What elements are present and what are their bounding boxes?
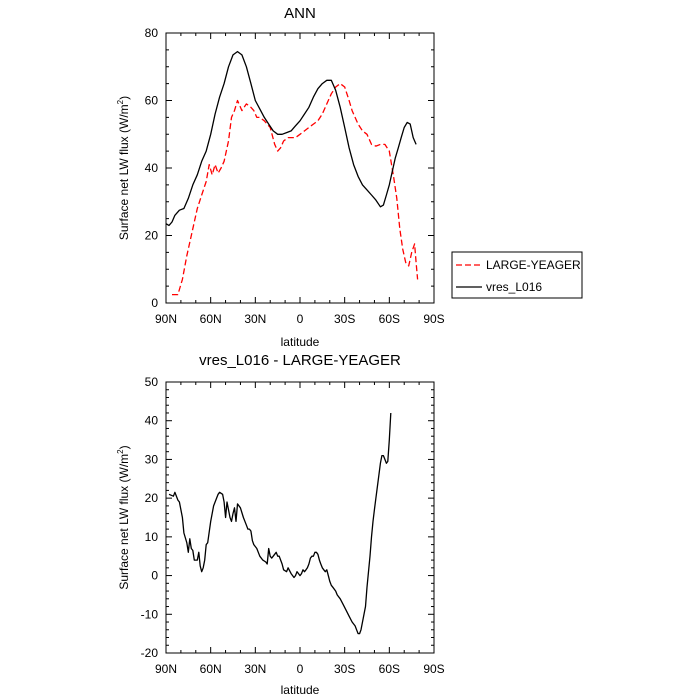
y-tick-label: 30 — [145, 452, 159, 466]
x-tick-label: 0 — [297, 662, 304, 676]
series-line-large-yeager — [172, 82, 419, 296]
y-tick-label: -10 — [141, 607, 159, 621]
y-tick-label: -20 — [141, 646, 159, 660]
x-tick-label: 90N — [155, 312, 177, 326]
legend-label: vres_L016 — [486, 280, 542, 294]
chart-title: ANN — [284, 5, 316, 22]
legend-box — [451, 251, 583, 299]
y-tick-label: 40 — [145, 161, 159, 175]
y-tick-label: 10 — [145, 530, 159, 544]
series-line-vres_l016 — [166, 50, 417, 227]
x-tick-label: 60N — [200, 312, 222, 326]
x-tick-label: 30N — [244, 662, 266, 676]
y-axis-label-main: Surface net LW flux (W/m — [117, 104, 131, 240]
y-axis-label-superscript: 2 — [116, 449, 125, 454]
x-tick-label: 90S — [423, 312, 444, 326]
y-axis-label-close: ) — [117, 445, 131, 449]
x-axis-label: latitude — [281, 683, 320, 697]
x-tick-label: 90N — [155, 662, 177, 676]
y-axis-label-superscript: 2 — [116, 99, 125, 104]
x-tick-label: 60N — [200, 662, 222, 676]
x-tick-label: 30N — [244, 312, 266, 326]
y-tick-label: 20 — [145, 491, 159, 505]
y-tick-label: 40 — [145, 414, 159, 428]
y-tick-label: 50 — [145, 375, 159, 389]
y-axis-label-main: Surface net LW flux (W/m — [117, 454, 131, 590]
x-tick-label: 90S — [423, 662, 444, 676]
bottom-panel-difference: 90N 60N 30N 0 30S 60S 90S -20 -10 0 10 20 30 40 50 vres… — [116, 352, 445, 697]
y-tick-label: 0 — [151, 569, 158, 583]
legend-label: LARGE-YEAGER — [486, 258, 581, 272]
x-axis-label: latitude — [281, 335, 320, 349]
plot-frame — [165, 32, 435, 304]
y-tick-label: 80 — [145, 26, 159, 40]
x-tick-label: 60S — [379, 662, 400, 676]
top-panel-ann: 90N 60N 30N 0 30S 60S 90S 0 20 40 60 80 ANN latitude S… — [116, 5, 583, 349]
x-tick-label: 0 — [297, 312, 304, 326]
y-tick-label: 20 — [145, 229, 159, 243]
x-tick-label: 30S — [334, 312, 355, 326]
y-axis-label-close: ) — [117, 96, 131, 100]
y-axis-label: Surface net LW flux (W/m2) — [116, 445, 131, 589]
series-line-difference — [168, 412, 392, 635]
y-axis-label: Surface net LW flux (W/m2) — [116, 96, 131, 240]
chart-title: vres_L016 - LARGE-YEAGER — [199, 352, 401, 369]
plot-frame — [165, 381, 435, 654]
y-tick-label: 0 — [151, 296, 158, 310]
x-tick-label: 60S — [379, 312, 400, 326]
y-tick-label: 60 — [145, 94, 159, 108]
x-tick-label: 30S — [334, 662, 355, 676]
